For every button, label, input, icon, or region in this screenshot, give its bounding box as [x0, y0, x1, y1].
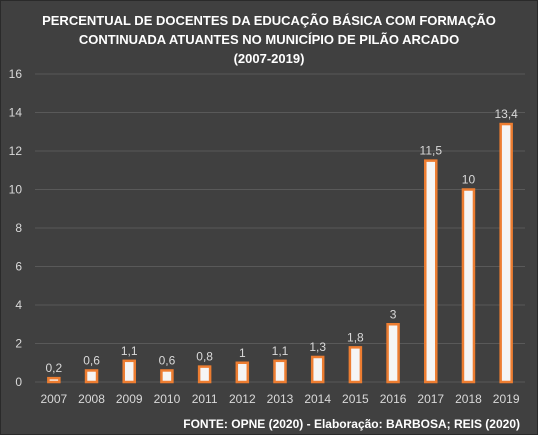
x-tick-label: 2019 [493, 392, 520, 406]
x-tick-label: 2016 [380, 392, 407, 406]
y-tick-label: 16 [9, 67, 23, 81]
data-label: 1 [239, 346, 246, 360]
y-tick-label: 2 [15, 337, 22, 351]
x-tick-label: 2018 [455, 392, 482, 406]
source-note: FONTE: OPNE (2020) - Elaboração: BARBOSA… [183, 417, 520, 431]
x-tick-label: 2015 [342, 392, 369, 406]
bar [122, 359, 136, 384]
y-axis-ticks: 0 2 4 6 8 10 12 14 16 [9, 67, 23, 389]
bar [499, 122, 513, 384]
bar [273, 359, 287, 384]
data-label: 11,5 [420, 144, 443, 158]
y-tick-label: 6 [15, 260, 22, 274]
chart-title-line-1: PERCENTUAL DE DOCENTES DA EDUCAÇÃO BÁSIC… [42, 13, 496, 28]
bar [235, 361, 250, 384]
y-tick-label: 4 [15, 298, 22, 312]
bars [47, 122, 513, 384]
data-label: 10 [462, 173, 476, 187]
bar [84, 369, 99, 384]
bar [424, 159, 438, 384]
gridlines [35, 73, 525, 383]
data-label: 13,4 [494, 107, 518, 121]
y-tick-label: 12 [9, 144, 23, 158]
chart-title-line-2: CONTINUADA ATUANTES NO MUNICÍPIO DE PILÃ… [78, 32, 460, 47]
y-tick-label: 0 [15, 375, 22, 389]
bar [386, 323, 400, 384]
bar [197, 365, 212, 384]
data-label: 0,6 [83, 353, 100, 367]
data-label: 3 [390, 307, 397, 321]
y-tick-label: 8 [15, 221, 22, 235]
data-label: 0,2 [46, 361, 63, 375]
data-label: 1,1 [272, 344, 289, 358]
x-tick-label: 2013 [267, 392, 294, 406]
chart-title-line-3: (2007-2019) [233, 51, 305, 66]
bar [310, 355, 325, 384]
x-tick-label: 2017 [417, 392, 444, 406]
x-tick-label: 2014 [304, 392, 331, 406]
bar [461, 188, 476, 384]
x-tick-label: 2008 [78, 392, 105, 406]
y-tick-label: 14 [9, 106, 23, 120]
x-tick-label: 2009 [116, 392, 143, 406]
data-label: 1,1 [121, 344, 138, 358]
x-tick-label: 2010 [154, 392, 181, 406]
data-label: 0,6 [159, 353, 176, 367]
y-tick-label: 10 [9, 183, 23, 197]
x-tick-label: 2012 [229, 392, 256, 406]
data-label: 1,3 [309, 340, 326, 354]
x-tick-label: 2011 [192, 392, 218, 406]
chart-title: PERCENTUAL DE DOCENTES DA EDUCAÇÃO BÁSIC… [1, 11, 537, 68]
data-labels: 0,2 0,6 1,1 0,6 0,8 1 1,1 1,3 1,8 3 11,5 10 13,4 [46, 107, 519, 375]
bar [160, 369, 174, 384]
x-tick-label: 2007 [40, 392, 67, 406]
bar [348, 346, 363, 384]
data-label: 0,8 [196, 350, 213, 364]
x-axis-ticks: 2007 2008 2009 2010 2011 2012 2013 2014 2015 2016… [40, 392, 519, 406]
data-label: 1,8 [347, 330, 364, 344]
bar [47, 376, 61, 384]
